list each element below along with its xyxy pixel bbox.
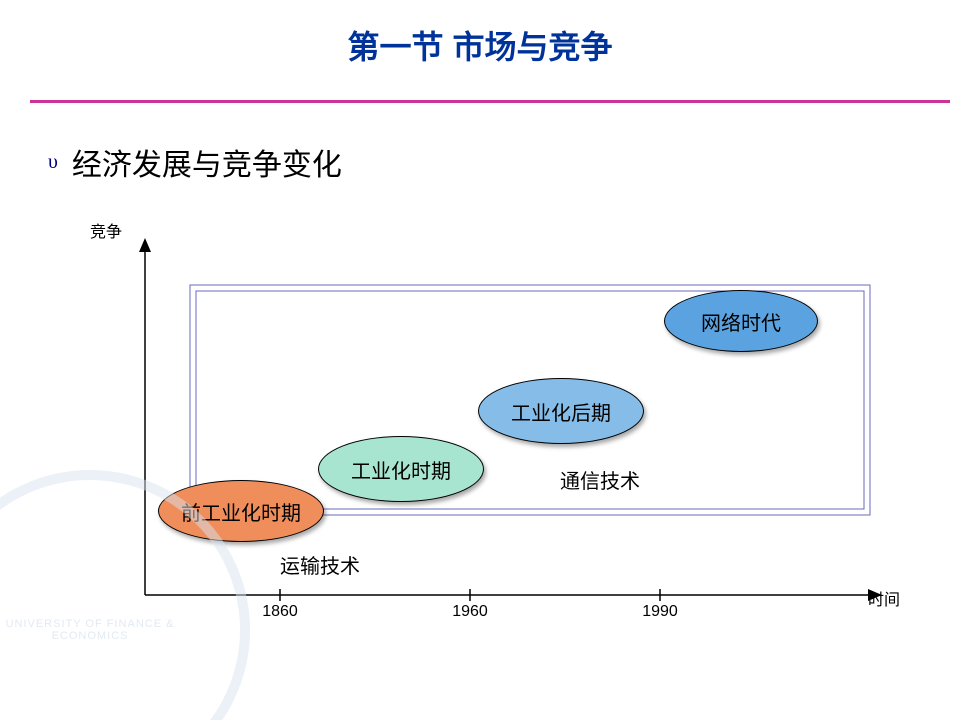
x-tick-label: 1960 (452, 603, 488, 621)
bullet-item: υ 经济发展与竞争变化 (48, 140, 342, 184)
x-tick-label: 1860 (262, 603, 298, 621)
era-node: 工业化后期 (478, 378, 644, 444)
bullet-icon: υ (48, 151, 58, 174)
era-node-label: 工业化时期 (351, 455, 451, 484)
era-node: 网络时代 (664, 290, 818, 352)
page-title: 第一节 市场与竞争 (0, 0, 960, 68)
era-node-label: 工业化后期 (511, 397, 611, 426)
annotation-label: 运输技术 (280, 550, 360, 579)
era-node: 工业化时期 (318, 436, 484, 502)
horizontal-rule (30, 100, 950, 103)
x-tick-label: 1990 (642, 603, 678, 621)
bullet-text: 经济发展与竞争变化 (72, 140, 342, 184)
annotation-label: 通信技术 (560, 465, 640, 494)
era-node-label: 网络时代 (701, 307, 781, 336)
x-axis-label: 时间 (868, 586, 900, 610)
watermark-text: UNIVERSITY OF FINANCE & ECONOMICS (0, 588, 240, 672)
y-axis-label: 竞争 (90, 218, 122, 242)
